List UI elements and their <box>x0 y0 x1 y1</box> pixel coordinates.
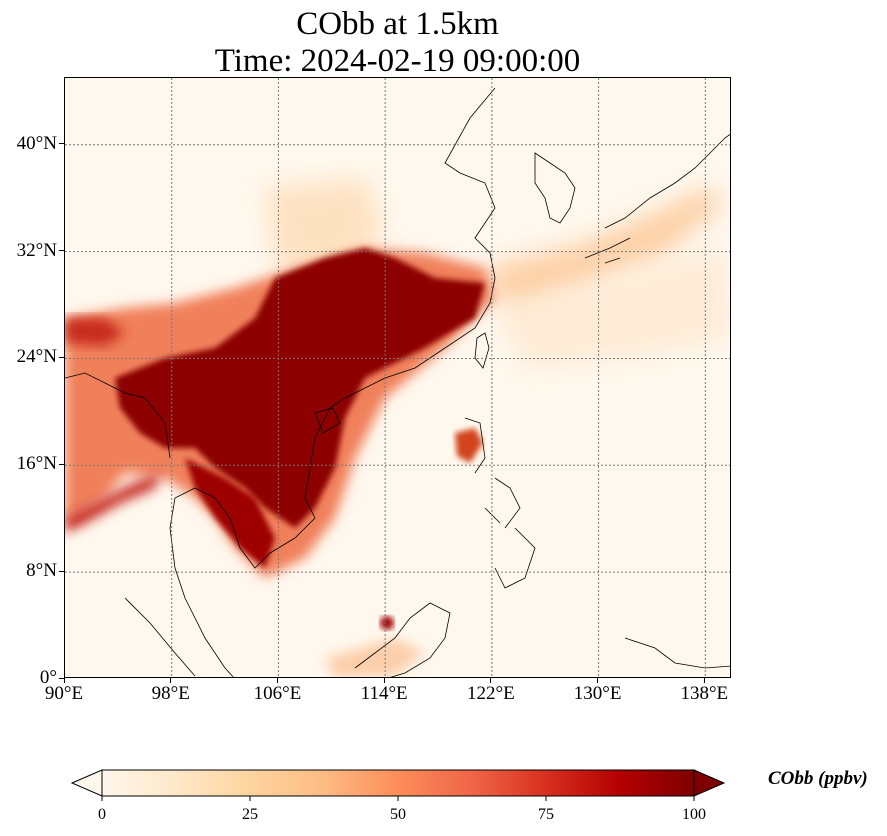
map-panel <box>64 77 731 678</box>
plume-western-band <box>65 473 160 533</box>
lat-tick-label: 16°N <box>16 453 57 475</box>
plume-pacific-light <box>495 248 730 368</box>
lat-tick-label: 40°N <box>16 132 57 154</box>
colorbar-tick-label: 75 <box>538 806 554 823</box>
colorbar-extend-high <box>693 769 726 797</box>
coastline-philippines <box>464 417 536 589</box>
coastline-japan <box>584 133 730 264</box>
colorbar-extend-low <box>70 769 103 797</box>
coastline-china <box>329 87 496 409</box>
lat-tick-label: 0° <box>39 667 57 688</box>
lon-tick-label: 122°E <box>467 683 515 704</box>
hotspot-luzon <box>455 428 483 463</box>
lon-tick-mark <box>597 678 599 683</box>
lat-tick-label: 24°N <box>16 346 57 368</box>
lon-tick-mark <box>383 678 385 683</box>
lon-tick-label: 98°E <box>151 683 190 704</box>
concentration-field <box>65 178 730 677</box>
lat-tick-mark <box>59 677 64 679</box>
lat-tick-mark <box>59 570 64 572</box>
colorbar-title: CObb (ppbv) <box>768 768 868 789</box>
coastlines <box>65 87 730 677</box>
plume-dark-core <box>115 248 485 528</box>
coastline-borneo <box>354 602 451 677</box>
lon-tick-label: 130°E <box>573 683 622 704</box>
plot-title-line-2: Time: 2024-02-19 09:00:00 <box>214 43 581 79</box>
lon-tick-label: 90°E <box>44 683 84 704</box>
lon-tick-mark <box>63 678 65 683</box>
lon-tick-mark <box>170 678 172 683</box>
coastline-bay-of-bengal <box>65 372 171 459</box>
colorbar-tick-label: 25 <box>242 806 258 823</box>
lat-tick-mark <box>59 356 64 358</box>
coastline-sumatra <box>124 597 196 677</box>
coastline-taiwan <box>474 332 490 369</box>
coastline-korea <box>534 152 576 224</box>
lon-tick-label: 106°E <box>253 683 302 704</box>
colorbar <box>70 769 726 801</box>
colorbar-tick-label: 100 <box>682 806 706 823</box>
lon-tick-mark <box>276 678 278 683</box>
lon-tick-label: 114°E <box>360 683 408 704</box>
coastline-indochina <box>169 407 331 677</box>
plume-west-edge <box>65 318 125 346</box>
map-canvas <box>65 78 730 677</box>
colorbar-tick-label: 50 <box>390 806 406 823</box>
coastline-new-guinea-edge <box>624 637 730 669</box>
lat-tick-label: 32°N <box>16 239 57 261</box>
lat-tick-mark <box>59 250 64 252</box>
plot-title-line-1: CObb at 1.5km <box>296 6 499 42</box>
colorbar-body <box>101 769 695 797</box>
coastline-hainan <box>314 407 341 434</box>
lat-tick-label: 8°N <box>26 560 57 582</box>
hotspot-borneo <box>380 616 394 630</box>
plume-core-southwest <box>185 458 275 568</box>
gridlines <box>65 78 730 677</box>
lat-tick-mark <box>59 143 64 145</box>
plume-borneo-light <box>325 638 425 677</box>
lat-tick-mark <box>59 463 64 465</box>
plume-east-outflow <box>485 188 725 308</box>
lon-tick-mark <box>703 678 705 683</box>
colorbar-ticks <box>101 796 695 801</box>
lon-tick-label: 138°E <box>680 683 729 704</box>
colorbar-tick-label: 0 <box>98 806 106 823</box>
lon-tick-mark <box>490 678 492 683</box>
